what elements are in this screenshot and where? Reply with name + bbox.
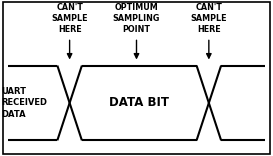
Text: CAN'T
SAMPLE
HERE: CAN'T SAMPLE HERE <box>191 3 227 34</box>
Text: OPTIMUM
SAMPLING
POINT: OPTIMUM SAMPLING POINT <box>113 3 160 34</box>
Text: UART
RECEIVED
DATA: UART RECEIVED DATA <box>2 87 48 119</box>
Text: DATA BIT: DATA BIT <box>109 96 169 110</box>
Text: CAN'T
SAMPLE
HERE: CAN'T SAMPLE HERE <box>51 3 88 34</box>
